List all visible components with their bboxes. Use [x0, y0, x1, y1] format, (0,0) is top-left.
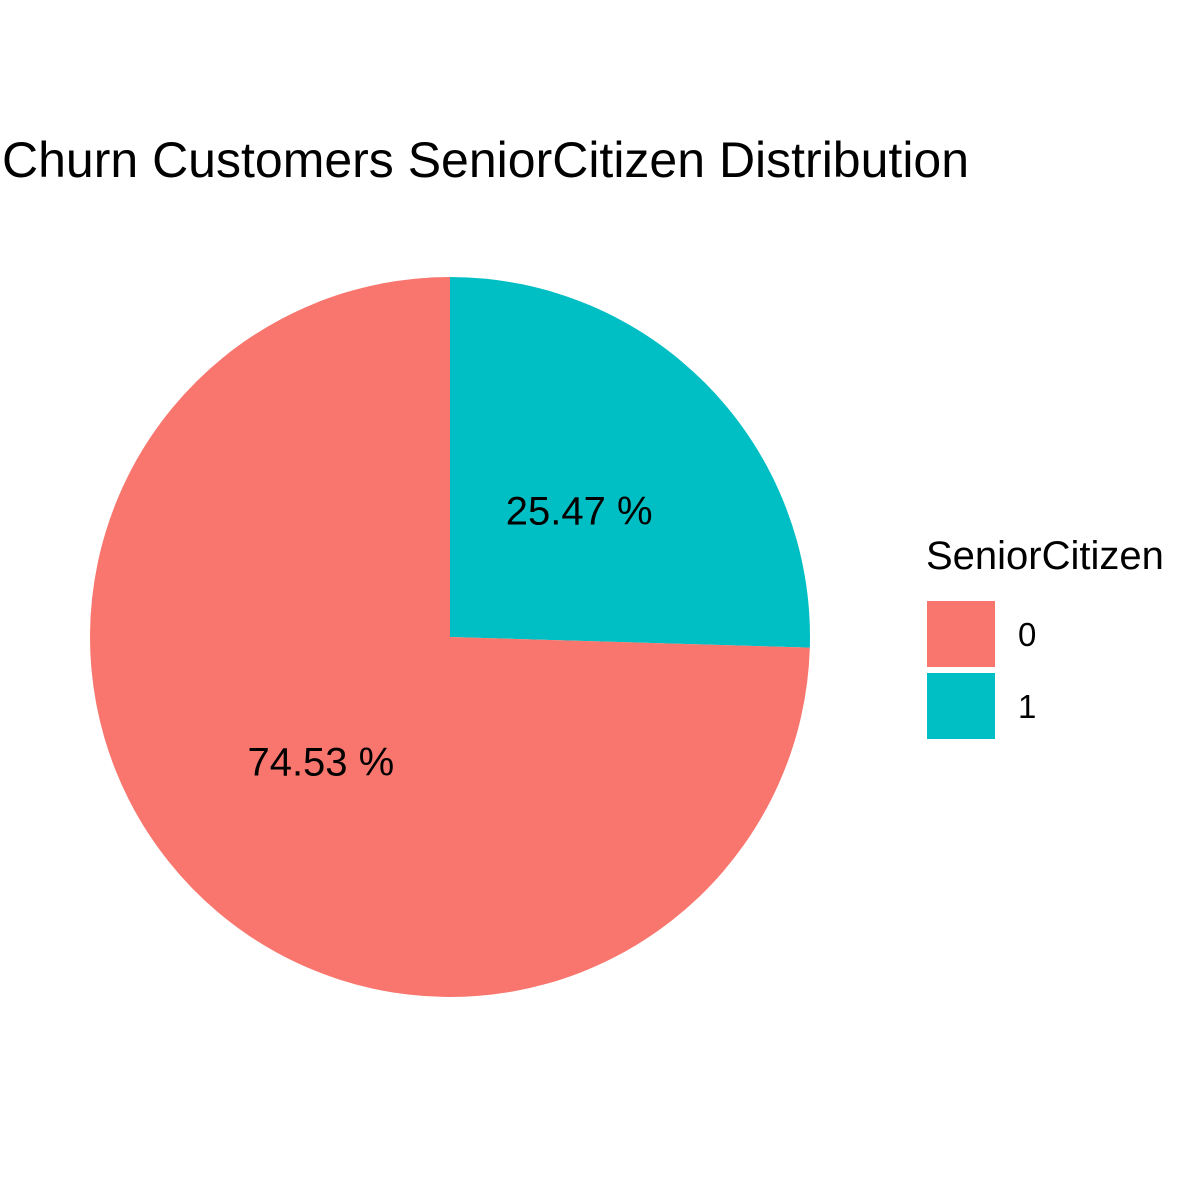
legend-title: SeniorCitizen [926, 534, 1164, 578]
chart-title: Churn Customers SeniorCitizen Distributi… [2, 132, 970, 188]
legend-label-0: 0 [1018, 616, 1037, 653]
legend-label-1: 1 [1018, 688, 1037, 725]
legend-key-1 [927, 673, 995, 739]
data-label-1: 25.47 % [506, 490, 653, 534]
data-label-0: 74.53 % [247, 740, 394, 784]
pie-slice-1 [450, 277, 810, 648]
legend-key-0 [927, 601, 995, 667]
pie-slice-0 [89, 277, 810, 997]
